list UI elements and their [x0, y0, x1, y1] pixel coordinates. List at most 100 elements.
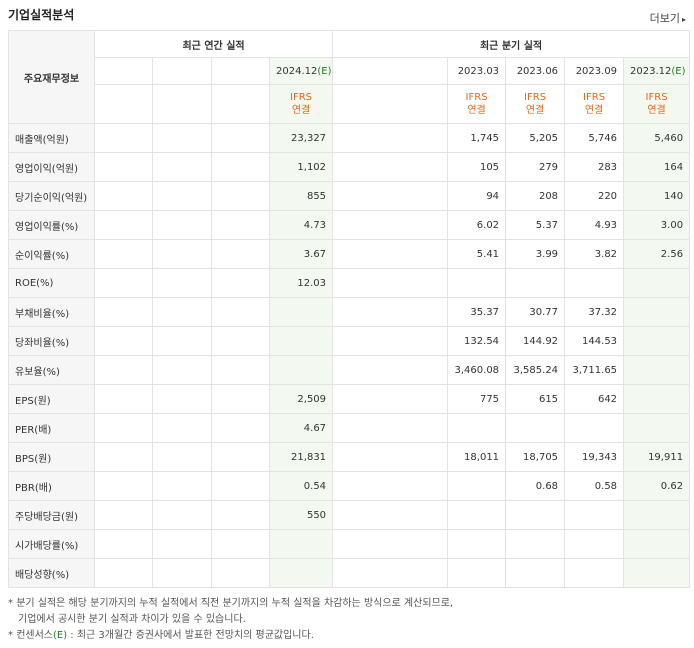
quarter-cell [447, 558, 507, 588]
quarter-cell [623, 297, 691, 327]
quarter-cell: 615 [505, 384, 566, 414]
annual-cell [268, 558, 334, 588]
table-row: ROE(%) 12.03 [8, 268, 691, 298]
quarter-cell: 132.54 [447, 326, 507, 356]
section-title: 기업실적분석 [8, 8, 75, 22]
annual-cell [94, 152, 153, 182]
financial-table: 주요재무정보 최근 연간 실적 최근 분기 실적 2024.12(E) 2023.… [8, 30, 691, 588]
annual-ifrs-3: IFRS 연결 [268, 84, 334, 124]
annual-cell [268, 355, 334, 385]
quarter-cell: 94 [447, 181, 507, 211]
annual-period-2 [211, 57, 270, 85]
quarter-cell [623, 558, 691, 588]
annual-cell: 4.73 [268, 210, 334, 240]
annual-cell [152, 558, 212, 588]
annual-cell [211, 500, 270, 530]
annual-cell: 23,327 [268, 123, 334, 153]
annual-cell: 1,102 [268, 152, 334, 182]
quarter-cell: 5,460 [623, 123, 691, 153]
quarter-cell: 144.53 [564, 326, 625, 356]
quarter-cell: 18,705 [505, 442, 566, 472]
annual-cell [211, 558, 270, 588]
row-label: BPS(원) [8, 442, 95, 472]
table-row: 부채비율(%) 35.37 30.77 37.32 [8, 297, 691, 327]
quarter-cell [505, 413, 566, 443]
annual-cell [152, 326, 212, 356]
annual-cell [94, 471, 153, 501]
annual-cell: 4.67 [268, 413, 334, 443]
quarter-cell: 19,911 [623, 442, 691, 472]
quarter-cell: 775 [447, 384, 507, 414]
table-row: 시가배당률(%) [8, 529, 691, 559]
quarter-ifrs-0 [332, 84, 449, 124]
quarter-cell: 6.02 [447, 210, 507, 240]
quarter-cell [623, 413, 691, 443]
annual-cell [268, 297, 334, 327]
quarter-cell: 283 [564, 152, 625, 182]
annual-cell [152, 384, 212, 414]
annual-cell [211, 297, 270, 327]
period-row: 2024.12(E) 2023.03 2023.06 2023.09 2023.12(E… [9, 57, 691, 85]
quarter-cell: 5.37 [505, 210, 566, 240]
table-row: EPS(원) 2,509 775 615 642 [8, 384, 691, 414]
annual-cell [211, 181, 270, 211]
quarter-cell [332, 326, 449, 356]
annual-period-3: 2024.12(E) [268, 57, 334, 85]
quarter-cell: 5,205 [505, 123, 566, 153]
annual-cell [94, 181, 153, 211]
annual-cell [152, 297, 212, 327]
quarter-cell: 220 [564, 181, 625, 211]
quarter-ifrs-3: IFRS 연결 [564, 84, 625, 124]
table-row: 순이익률(%) 3.67 5.41 3.99 3.82 2.56 [8, 239, 691, 269]
annual-cell [268, 326, 334, 356]
annual-cell [152, 413, 212, 443]
quarter-cell: 144.92 [505, 326, 566, 356]
row-label: 시가배당률(%) [8, 529, 95, 559]
table-row: BPS(원) 21,831 18,011 18,705 19,343 19,911 [8, 442, 691, 472]
footnote-1-text: 분기 실적은 해당 분기까지의 누적 실적에서 직전 분기까지의 누적 실적을 … [16, 598, 454, 609]
quarter-period-0 [332, 57, 449, 85]
footnote-2-estimate: (E) [53, 630, 68, 641]
quarter-cell: 3,460.08 [447, 355, 507, 385]
row-label: 영업이익(억원) [8, 152, 95, 182]
annual-period-1 [152, 57, 212, 85]
annual-cell [211, 471, 270, 501]
quarter-period-4: 2023.12(E) [623, 57, 691, 85]
quarter-cell: 0.62 [623, 471, 691, 501]
quarter-ifrs-2: IFRS 연결 [505, 84, 566, 124]
table-row: 매출액(억원) 23,327 1,745 5,205 5,746 5,460 [8, 123, 691, 153]
annual-cell [94, 239, 153, 269]
quarter-cell [564, 413, 625, 443]
quarter-cell [332, 384, 449, 414]
annual-cell [211, 326, 270, 356]
quarter-cell: 208 [505, 181, 566, 211]
annual-cell [152, 529, 212, 559]
quarter-cell [623, 500, 691, 530]
more-link[interactable]: 더보기 ▸ [650, 10, 686, 26]
quarter-cell [505, 500, 566, 530]
quarter-cell: 37.32 [564, 297, 625, 327]
table-row: 영업이익(억원) 1,102 105 279 283 164 [8, 152, 691, 182]
row-label: 배당성향(%) [8, 558, 95, 588]
table-row: 당기순이익(억원) 855 94 208 220 140 [8, 181, 691, 211]
annual-period-0 [94, 57, 153, 85]
row-label: ROE(%) [8, 268, 95, 298]
footnote-2-prefix: 컨센서스 [16, 630, 53, 641]
quarter-cell: 3.99 [505, 239, 566, 269]
row-label: 당좌비율(%) [8, 326, 95, 356]
annual-cell: 21,831 [268, 442, 334, 472]
annual-cell: 2,509 [268, 384, 334, 414]
annual-cell [94, 268, 153, 298]
annual-ifrs-0 [94, 84, 153, 124]
quarter-cell [447, 500, 507, 530]
quarter-cell [623, 384, 691, 414]
annual-ifrs-1 [152, 84, 212, 124]
quarter-cell [332, 500, 449, 530]
annual-cell [211, 239, 270, 269]
quarter-ifrs-4: IFRS 연결 [623, 84, 691, 124]
quarter-cell: 642 [564, 384, 625, 414]
row-label: 유보율(%) [8, 355, 95, 385]
annual-cell [152, 471, 212, 501]
row-label: 부채비율(%) [8, 297, 95, 327]
row-label: PER(배) [8, 413, 95, 443]
